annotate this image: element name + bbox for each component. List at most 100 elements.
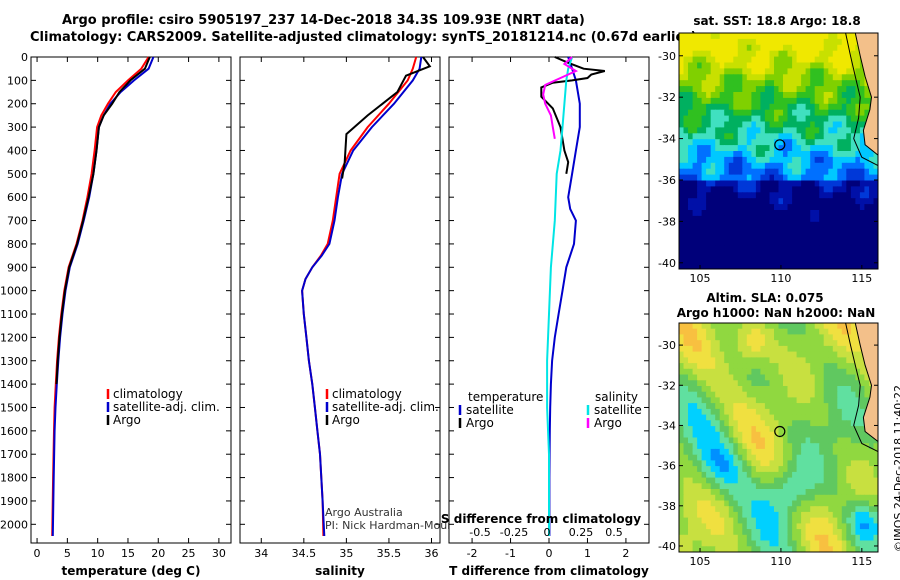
map-cell	[774, 368, 780, 376]
map-cell	[855, 426, 861, 433]
map-cell	[801, 523, 807, 530]
map-cell	[728, 221, 734, 229]
map-cell	[760, 62, 766, 69]
map-cell	[769, 517, 775, 524]
map-cell	[778, 460, 784, 467]
map-cell	[801, 437, 807, 444]
map-cell	[737, 431, 743, 439]
map-cell	[814, 233, 820, 241]
map-cell	[819, 363, 825, 370]
map-cell	[724, 44, 730, 52]
y-tick-label: 1500	[0, 401, 28, 414]
map-cell	[819, 431, 825, 439]
map-cell	[683, 540, 689, 547]
map-cell	[846, 86, 852, 93]
map-cell	[778, 151, 784, 158]
map-cell	[801, 374, 807, 381]
map-cell	[692, 115, 698, 123]
map-cell	[792, 466, 798, 473]
map-cell	[810, 263, 816, 269]
map-cell	[701, 340, 707, 347]
map-cell	[810, 115, 816, 123]
map-cell	[819, 546, 825, 552]
map-cell	[841, 374, 847, 381]
map-cell	[841, 494, 847, 502]
map-cell	[805, 151, 811, 158]
map-cell	[737, 227, 743, 235]
map-cell	[850, 340, 856, 347]
map-cell	[755, 466, 761, 473]
map-cell	[819, 204, 825, 211]
x-axis-label: T difference from climatology	[449, 564, 649, 578]
map-cell	[724, 145, 730, 152]
map-cell	[746, 215, 752, 223]
map-cell	[733, 448, 739, 456]
map-cell	[810, 162, 816, 170]
map-cell	[719, 517, 725, 524]
map-cell	[692, 540, 698, 547]
map-cell	[737, 133, 743, 140]
map-cell	[823, 523, 829, 530]
map-cell	[760, 500, 766, 507]
map-cell	[787, 239, 793, 246]
map-cell	[778, 245, 784, 252]
map-cell	[819, 33, 825, 40]
map-cell	[774, 546, 780, 552]
map-cell	[683, 239, 689, 246]
map-cell	[764, 323, 770, 330]
map-cell	[742, 506, 748, 513]
map-cell	[692, 506, 698, 513]
map-cell	[746, 263, 752, 269]
salinity-panel: 34 34.5 35 35.5 36salinityclimatologysatelli…	[239, 56, 480, 578]
map-cell	[701, 546, 707, 552]
map-cell	[728, 426, 734, 433]
map-cell	[778, 210, 784, 217]
map-cell	[692, 323, 698, 330]
map-cell	[697, 466, 703, 473]
map-cell	[760, 517, 766, 524]
map-cell	[688, 328, 694, 335]
map-cell	[778, 74, 784, 81]
map-cell	[814, 448, 820, 456]
map-cell	[805, 460, 811, 467]
map-cell	[859, 426, 865, 433]
map-cell	[733, 483, 739, 490]
map-cell	[837, 86, 843, 93]
map-cell	[760, 374, 766, 381]
map-cell	[733, 204, 739, 211]
map-cell	[769, 534, 775, 542]
map-cell	[846, 471, 852, 479]
map-cell	[787, 156, 793, 164]
map-cell	[841, 414, 847, 421]
map-cell	[837, 139, 843, 146]
map-cell	[796, 127, 802, 134]
map-cell	[805, 133, 811, 140]
map-cell	[787, 357, 793, 364]
map-cell	[751, 204, 757, 211]
map-cell	[697, 162, 703, 170]
map-cell	[760, 115, 766, 123]
map-cell	[796, 115, 802, 123]
map-cell	[864, 192, 870, 199]
map-cell	[688, 80, 694, 87]
map-cell	[805, 62, 811, 69]
map-cell	[715, 227, 721, 235]
map-cell	[733, 408, 739, 416]
map-cell	[724, 403, 730, 410]
map-cell	[760, 448, 766, 456]
shelf-contour	[845, 323, 878, 453]
map-cell	[688, 391, 694, 398]
map-cell	[706, 186, 712, 193]
map-cell	[746, 251, 752, 258]
map-cell	[796, 357, 802, 364]
map-cell	[801, 494, 807, 502]
map-cell	[783, 115, 789, 123]
map-cell	[728, 534, 734, 542]
map-cell	[810, 466, 816, 473]
map-cell	[697, 391, 703, 398]
map-cell	[805, 540, 811, 547]
map-cell	[796, 62, 802, 69]
map-cell	[692, 500, 698, 507]
map-cell	[783, 420, 789, 427]
map-cell	[792, 380, 798, 387]
